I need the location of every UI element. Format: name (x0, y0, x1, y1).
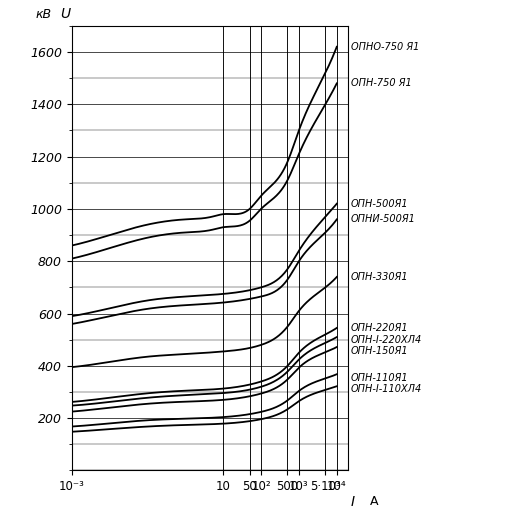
Text: A: A (370, 495, 379, 508)
Text: ОПН-I-110ХЛ4: ОПН-I-110ХЛ4 (351, 385, 422, 394)
Text: ОПН-220Я1: ОПН-220Я1 (351, 323, 409, 333)
Text: ОПНО-750 Я1: ОПНО-750 Я1 (351, 42, 419, 52)
Text: I: I (351, 495, 355, 509)
Text: ОПН-330Я1: ОПН-330Я1 (351, 272, 409, 282)
Text: ОПН-500Я1: ОПН-500Я1 (351, 199, 409, 209)
Text: ОПН-150Я1: ОПН-150Я1 (351, 346, 409, 356)
Text: ОПН-750 Я1: ОПН-750 Я1 (351, 79, 412, 88)
Text: ОПН-I-220ХЛ4: ОПН-I-220ХЛ4 (351, 334, 422, 345)
Text: ОПНИ-500Я1: ОПНИ-500Я1 (351, 215, 416, 224)
Text: ОПН-110Я1: ОПН-110Я1 (351, 373, 409, 383)
Text: U: U (60, 7, 71, 21)
Text: кВ: кВ (36, 8, 52, 21)
